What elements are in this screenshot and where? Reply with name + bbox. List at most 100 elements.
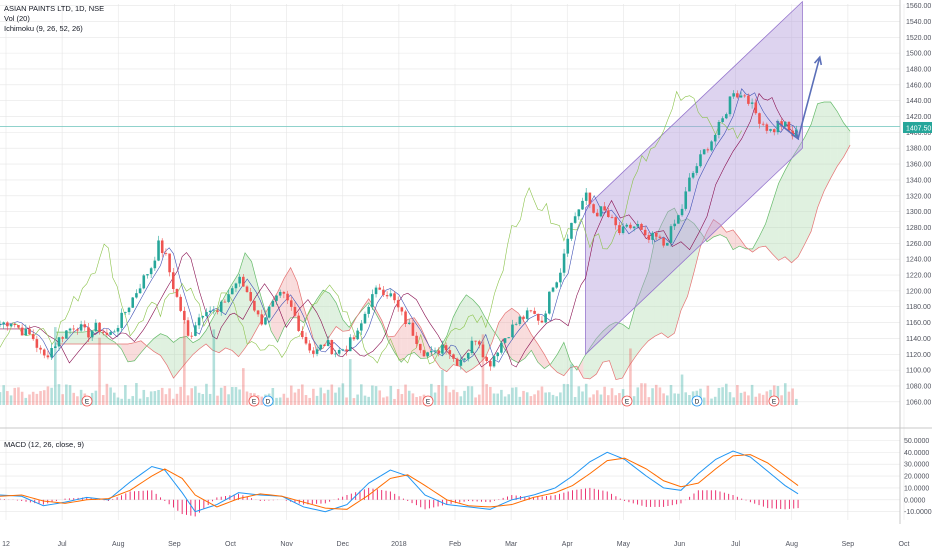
candle-body [164, 253, 168, 254]
candle-body [706, 149, 710, 151]
volume-bar [511, 387, 514, 405]
volume-bar [190, 388, 194, 405]
volume-bar [466, 386, 470, 405]
volume-bar [562, 383, 566, 405]
candle-body [249, 292, 252, 301]
volume-bar [791, 388, 794, 405]
candle-body [688, 177, 691, 192]
volume-bar [212, 329, 216, 405]
candle-body [24, 328, 28, 336]
candle-body [511, 324, 514, 338]
time-tick-label: 12 [2, 541, 10, 548]
candle-body [278, 292, 282, 296]
volume-bar [301, 384, 304, 405]
cloud-segment [277, 278, 285, 343]
cloud-segment [225, 283, 233, 351]
volume-bar [647, 397, 651, 405]
cloud-segment [733, 229, 740, 250]
candle-body [9, 324, 13, 327]
candle-body [72, 328, 76, 330]
volume-bar [61, 394, 64, 405]
arrow-tip-down [791, 130, 800, 141]
time-tick-label: Aug [786, 541, 799, 548]
volume-bar [17, 387, 20, 405]
cloud-segment [206, 318, 213, 351]
event-marker-d: D [262, 395, 274, 407]
time-tick-label: Sep [842, 541, 855, 548]
cloud-segment [134, 340, 141, 361]
volume-bar [326, 389, 330, 405]
cloud-segment [531, 334, 538, 363]
event-letter: E [85, 399, 90, 406]
price-tick-label: 1060.00 [906, 399, 931, 406]
candle-body [216, 310, 219, 312]
candle-body [6, 322, 9, 327]
candle-body [367, 306, 370, 314]
volume-bar [536, 390, 540, 405]
candle-body [160, 240, 164, 254]
candle-body [477, 341, 481, 345]
candle-body [610, 216, 614, 218]
candle-body [264, 317, 267, 325]
volume-bar [765, 391, 769, 405]
candle-body [39, 347, 42, 350]
candle-body [271, 300, 275, 307]
volume-bar [455, 392, 459, 405]
symbol-title: ASIAN PAINTS LTD, 1D, NSE [4, 4, 104, 13]
volume-bar [418, 396, 422, 405]
senkou-span-a [56, 101, 851, 371]
volume-bar [105, 383, 109, 405]
volume-bar [496, 393, 500, 405]
volume-bar [120, 398, 123, 405]
candle-body [242, 276, 245, 287]
candle-body [330, 340, 334, 355]
volume-bar [234, 387, 238, 405]
volume-bar [293, 392, 297, 405]
candle-body [743, 95, 747, 97]
cloud-segment [245, 252, 252, 349]
volume-bar [581, 391, 584, 405]
volume-bar [57, 384, 61, 405]
volume-bar [470, 386, 474, 405]
volume-bar [522, 390, 525, 405]
volume-bar [736, 385, 739, 405]
volume-bar [588, 397, 592, 405]
cloud-segment [459, 294, 467, 373]
cloud-segment [550, 354, 558, 373]
volume-bar [525, 392, 529, 405]
volume-bar [79, 389, 83, 405]
volume-bar [352, 398, 356, 405]
macd-line [0, 450, 799, 513]
candle-body [208, 310, 212, 313]
ichimoku-legend: Ichimoku (9, 26, 52, 26) [4, 24, 83, 33]
cloud-segment [759, 223, 766, 248]
volume-bar [544, 392, 547, 405]
candle-body [507, 337, 511, 339]
candle-body [533, 310, 536, 314]
cloud-segment [121, 343, 128, 362]
volume-bar [621, 389, 625, 405]
volume-bar [595, 390, 599, 405]
volume-bar [732, 397, 735, 405]
channel-area [585, 0, 803, 356]
cloud-segment [641, 270, 649, 348]
candle-body [396, 300, 400, 308]
cloud-segment [381, 320, 389, 341]
candle-body [632, 226, 636, 229]
volume-bar [271, 388, 275, 405]
volume-bar [444, 385, 448, 405]
volume-bar [772, 385, 776, 405]
price-tick-label: 1320.00 [906, 193, 931, 200]
volume-bar [761, 394, 765, 405]
cloud-segment [147, 338, 154, 352]
candle-body [87, 327, 90, 338]
candle-body [761, 123, 765, 125]
event-letter: D [695, 399, 700, 406]
volume-bar [684, 392, 688, 405]
candle-body [448, 350, 452, 355]
candle-body [374, 287, 378, 295]
ichimoku-cloud [56, 101, 851, 381]
candle-body [525, 310, 529, 319]
grid-lines [0, 0, 932, 524]
